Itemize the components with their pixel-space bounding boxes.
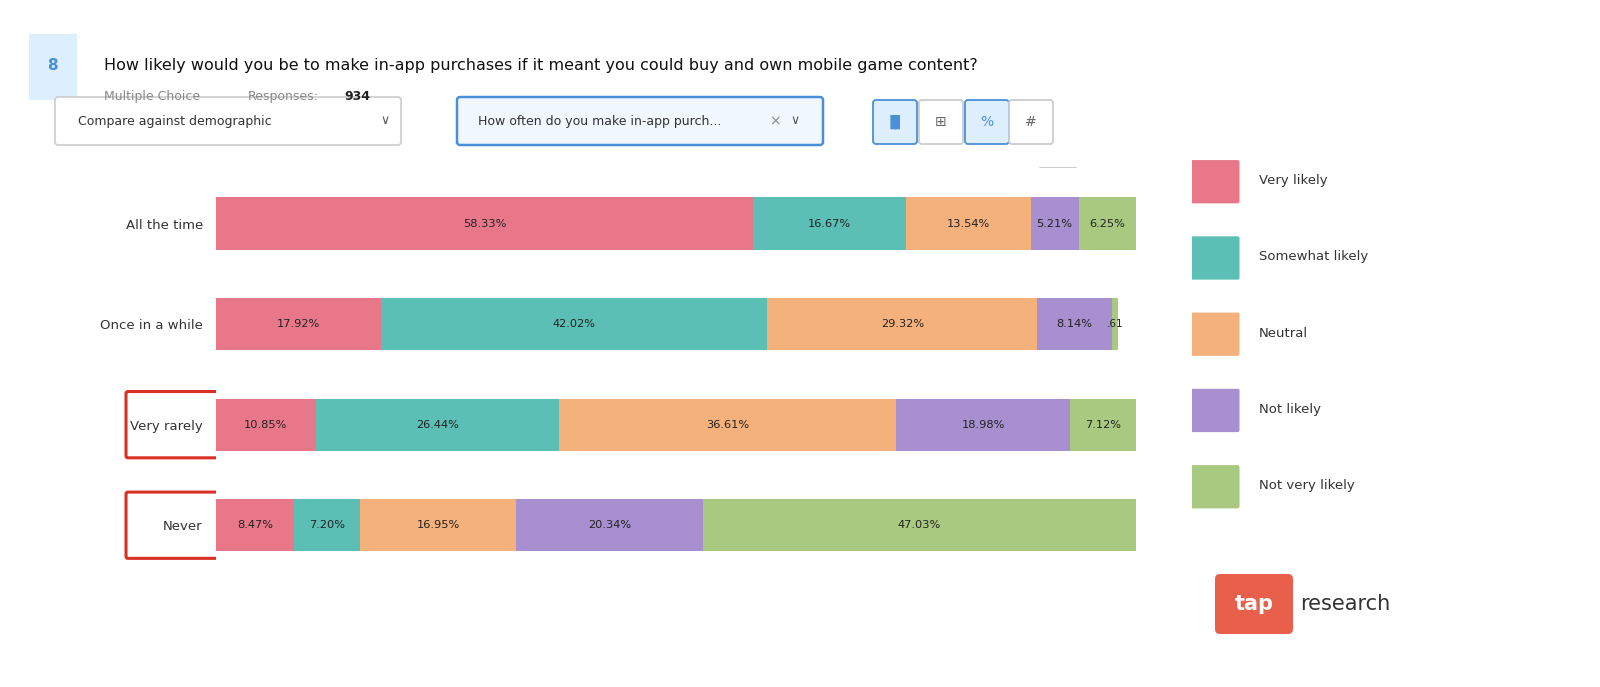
Text: 16.67%: 16.67% [808, 218, 851, 229]
Text: tap: tap [1235, 594, 1274, 614]
FancyBboxPatch shape [874, 100, 917, 144]
FancyBboxPatch shape [1190, 389, 1240, 432]
Text: 7.20%: 7.20% [309, 520, 346, 530]
Circle shape [1045, 169, 1059, 183]
Bar [1078, 197, 1136, 250]
Text: Neutral: Neutral [1259, 327, 1309, 339]
FancyBboxPatch shape [1190, 313, 1240, 356]
Text: ×: × [770, 114, 781, 128]
Circle shape [1061, 204, 1075, 218]
FancyBboxPatch shape [1010, 100, 1053, 144]
Bar [1030, 197, 1078, 250]
Text: 13.54%: 13.54% [947, 218, 990, 229]
Text: 20.34%: 20.34% [589, 520, 632, 530]
FancyBboxPatch shape [1190, 236, 1240, 280]
Bar [752, 197, 906, 250]
Bar [216, 398, 315, 451]
Text: 47.03%: 47.03% [898, 520, 941, 530]
Bar [360, 499, 517, 552]
Text: Compare against demographic: Compare against demographic [78, 115, 272, 128]
FancyBboxPatch shape [1190, 160, 1240, 203]
Text: Multiple Choice: Multiple Choice [104, 90, 200, 102]
Text: 58.33%: 58.33% [462, 218, 506, 229]
Text: ∨: ∨ [790, 115, 800, 128]
Text: 36.61%: 36.61% [706, 420, 749, 429]
Text: 8.47%: 8.47% [237, 520, 274, 530]
Bar [1070, 398, 1136, 451]
Text: %: % [981, 115, 994, 129]
Bar [768, 298, 1037, 350]
FancyBboxPatch shape [1038, 202, 1077, 220]
Text: .61: .61 [1107, 319, 1123, 329]
Text: 17.92%: 17.92% [277, 319, 320, 329]
Text: ▐▌: ▐▌ [885, 115, 906, 129]
Text: Somewhat likely: Somewhat likely [1259, 251, 1368, 263]
Bar [294, 499, 360, 552]
Text: 10.85%: 10.85% [245, 420, 288, 429]
Text: 6.25%: 6.25% [1090, 218, 1125, 229]
Text: 5.21%: 5.21% [1037, 218, 1072, 229]
Text: How often do you make in-app purch...: How often do you make in-app purch... [478, 115, 722, 128]
FancyBboxPatch shape [27, 32, 78, 102]
Text: ∨: ∨ [381, 115, 389, 128]
Text: Hide empty results:: Hide empty results: [890, 205, 1006, 218]
Bar [558, 398, 896, 451]
FancyBboxPatch shape [1214, 574, 1293, 634]
Bar [704, 499, 1136, 552]
Text: How likely would you be to make in-app purchases if it meant you could buy and o: How likely would you be to make in-app p… [104, 58, 978, 73]
Text: research: research [1299, 594, 1390, 614]
Bar [315, 398, 558, 451]
Text: 7.12%: 7.12% [1085, 420, 1122, 429]
Bar [906, 197, 1030, 250]
FancyBboxPatch shape [1190, 465, 1240, 508]
Text: Not very likely: Not very likely [1259, 480, 1355, 492]
Text: 29.32%: 29.32% [880, 319, 923, 329]
Text: ⊙  Simplify data:: ⊙ Simplify data: [890, 170, 989, 183]
Bar [216, 197, 752, 250]
Bar [216, 499, 294, 552]
Text: 8: 8 [48, 58, 58, 74]
Text: 18.98%: 18.98% [962, 420, 1005, 429]
FancyBboxPatch shape [54, 97, 402, 145]
FancyBboxPatch shape [965, 100, 1010, 144]
Text: Not likely: Not likely [1259, 403, 1322, 416]
Text: 16.95%: 16.95% [416, 520, 459, 530]
Text: 26.44%: 26.44% [416, 420, 459, 429]
Bar [517, 499, 704, 552]
Text: Responses:: Responses: [248, 90, 318, 102]
FancyBboxPatch shape [458, 97, 822, 145]
Bar [381, 298, 768, 350]
Text: 42.02%: 42.02% [552, 319, 595, 329]
Text: Very likely: Very likely [1259, 174, 1328, 187]
Bar [896, 398, 1070, 451]
Text: 934: 934 [344, 90, 370, 102]
Text: 8.14%: 8.14% [1056, 319, 1093, 329]
Bar [1112, 298, 1118, 350]
Bar [1037, 298, 1112, 350]
Bar [216, 298, 381, 350]
FancyBboxPatch shape [1038, 167, 1077, 185]
Text: ⊞: ⊞ [934, 115, 947, 129]
Text: #: # [1026, 115, 1037, 129]
FancyBboxPatch shape [918, 100, 963, 144]
